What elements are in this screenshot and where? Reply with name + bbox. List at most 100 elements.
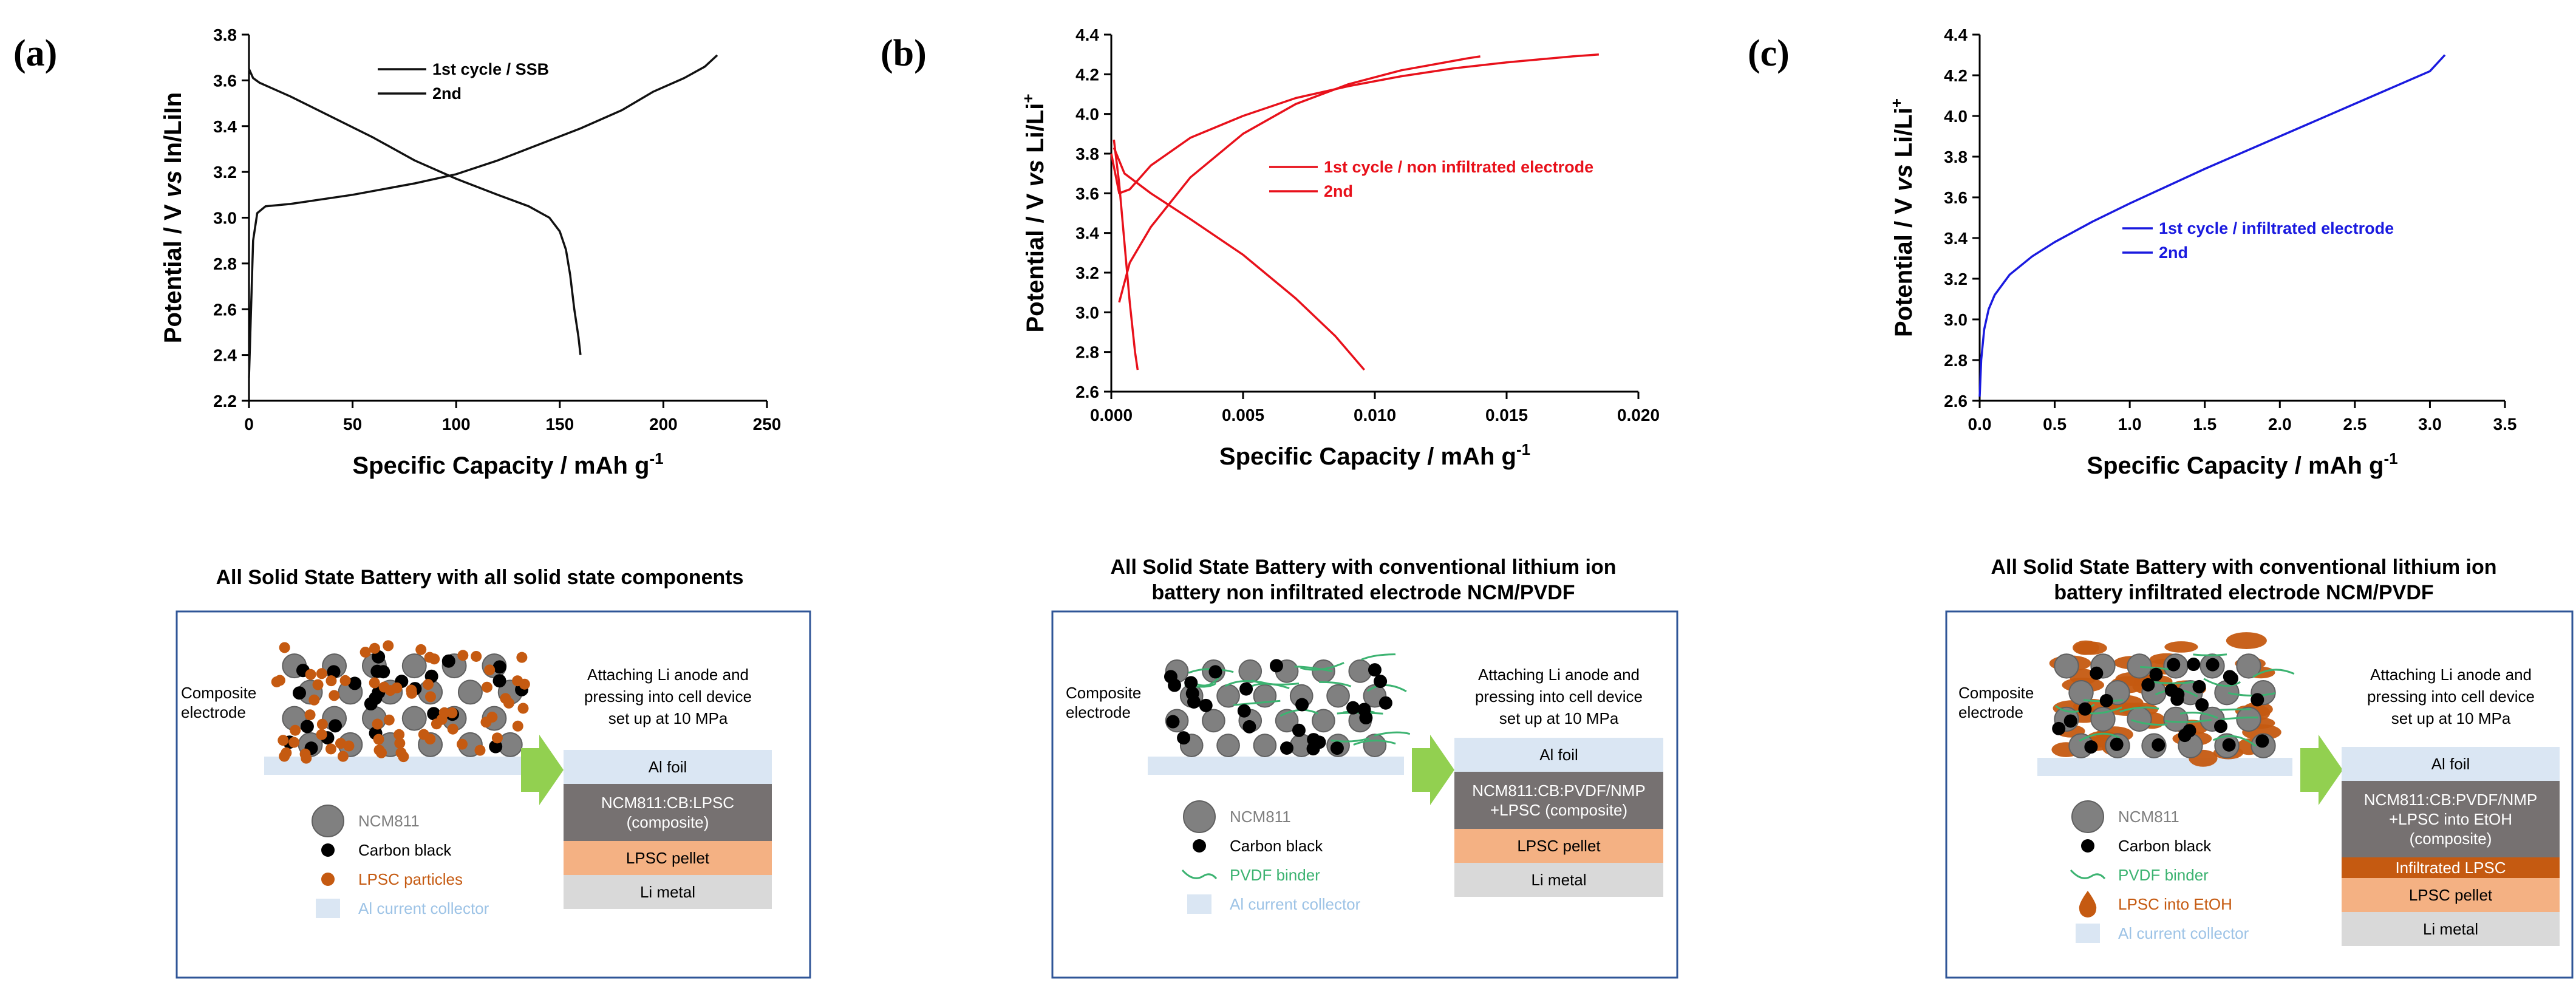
lpsc-particle — [325, 675, 337, 687]
schematic-title: battery non infiltrated electrode NCM/PV… — [1151, 581, 1575, 604]
y-tick-label: 4.4 — [1075, 26, 1099, 44]
stack-layer — [564, 841, 772, 875]
y-axis-title-part: Li/Li — [1890, 107, 1917, 164]
stack-layer — [564, 750, 772, 784]
lpsc-particle — [517, 703, 529, 714]
ncm-particle — [1326, 684, 1350, 708]
y-axis-title-part: Potential / V — [160, 197, 186, 343]
ncm-particle — [2127, 653, 2152, 679]
chart-2: (c) 0.0 0.5 1.0 1.5 2.0 2.5 3.0 3.5 2.6 2.8 3.0 3.2 3… — [1748, 26, 2516, 479]
carbon-black — [1279, 741, 1293, 755]
carbon-black — [2222, 738, 2236, 752]
carbon-black — [2090, 666, 2104, 680]
y-tick-label: 2.4 — [213, 346, 237, 365]
lpsc-infiltrate — [2164, 641, 2198, 653]
carbon-black — [2224, 672, 2238, 686]
x-axis-title-main: Specific Capacity / mAh g — [352, 452, 649, 479]
carbon-black — [2078, 702, 2092, 716]
stack-layer-label: LPSC pellet — [1517, 837, 1601, 855]
carbon-black — [1312, 735, 1326, 749]
x-axis-title-main: Specific Capacity / mAh g — [1219, 443, 1516, 470]
y-axis-title-vs: vs — [160, 171, 186, 198]
series-line-discharge — [248, 68, 582, 355]
lpsc-particle — [290, 724, 301, 736]
lpsc-particle — [471, 650, 482, 662]
stack-layer-label: (composite) — [627, 813, 709, 831]
carbon-black — [2063, 714, 2077, 728]
lpsc-particle — [383, 640, 394, 652]
lpsc-particle — [325, 743, 336, 755]
x-axis-title-sup: -1 — [649, 449, 663, 468]
carbon-black — [1374, 675, 1388, 689]
y-tick-label: 4.0 — [1944, 107, 1968, 126]
stack-layer — [2342, 781, 2560, 857]
carbon-black-icon — [1193, 839, 1206, 853]
al-collector — [1148, 757, 1404, 775]
carbon-black — [489, 740, 503, 754]
carbon-black — [1346, 701, 1360, 715]
pvdf-binder — [1353, 740, 1396, 746]
legend-label: NCM811 — [2118, 808, 2179, 826]
lpsc-infiltrate — [2073, 640, 2099, 655]
carbon-black — [1292, 723, 1306, 737]
lpsc-particle-icon — [321, 873, 335, 886]
ncm-icon — [312, 805, 344, 837]
attach-text: pressing into cell device — [584, 687, 752, 706]
lpsc-particle — [308, 694, 320, 706]
y-tick-label: 2.6 — [1075, 383, 1099, 401]
x-axis-title: Specific Capacity / mAh g-1 — [1219, 440, 1530, 470]
x-tick-label: 0.5 — [2043, 415, 2067, 434]
lpsc-particle — [418, 729, 429, 740]
pvdf-binder — [1251, 679, 1300, 686]
legend-label: Al current collector — [358, 899, 489, 917]
lpsc-particle — [481, 681, 492, 693]
y-tick-label: 3.4 — [213, 117, 237, 136]
ncm-particle — [2127, 706, 2152, 732]
pvdf-binder — [1319, 681, 1352, 687]
lpsc-particle — [500, 693, 511, 704]
lpsc-particle — [394, 737, 406, 749]
ncm-particle — [2054, 653, 2079, 679]
stack-layer-label: LPSC pellet — [2409, 886, 2493, 904]
schematic-title: All Solid State Battery with all solid s… — [216, 566, 743, 589]
lpsc-particle — [447, 723, 458, 735]
carbon-black — [2195, 698, 2209, 712]
x-axis-title-sup: -1 — [1516, 440, 1530, 458]
schematic-title: battery infiltrated electrode NCM/PVDF — [2054, 581, 2433, 604]
stack-layer — [1454, 772, 1663, 829]
y-axis-title: Potential / V vs Li/Li+ — [1019, 94, 1049, 332]
x-tick-label: 0.020 — [1617, 406, 1660, 424]
carbon-black — [492, 674, 506, 688]
x-tick-label: 0.0 — [1968, 415, 1992, 434]
y-tick-label: 2.2 — [213, 392, 237, 410]
series-line-charge-1 — [1110, 53, 1600, 195]
ncm-particle — [1253, 734, 1277, 757]
carbon-black — [2255, 734, 2269, 748]
lpsc-particle — [394, 729, 405, 740]
lpsc-particle — [278, 735, 289, 746]
x-tick-label: 250 — [753, 415, 782, 434]
chart-1: (b) 0.000 0.005 0.010 0.015 0.020 2.6 2.8 3.0 3.2… — [881, 26, 1660, 470]
ncm-particle — [401, 653, 427, 679]
schematic-frame — [1051, 610, 1678, 979]
y-tick-label: 2.8 — [213, 254, 237, 273]
carbon-black — [1330, 741, 1344, 755]
lpsc-particle — [299, 748, 311, 760]
series-line-charge — [1978, 54, 2446, 397]
legend-label: PVDF binder — [1230, 866, 1320, 884]
lpsc-particle — [316, 729, 327, 740]
carbon-black — [1378, 696, 1392, 710]
ncm-icon — [1183, 800, 1216, 833]
pvdf-binder — [2252, 669, 2295, 678]
stack-layer-label: NCM811:CB:PVDF/NMP — [1472, 781, 1646, 800]
pvdf-binder — [2179, 712, 2218, 719]
carbon-black — [1199, 698, 1213, 712]
lpsc-particle — [457, 650, 469, 661]
carbon-black — [1166, 715, 1180, 729]
y-tick-label: 3.2 — [1944, 270, 1968, 288]
green-arrow-icon — [1412, 735, 1454, 805]
schematic-frame — [175, 610, 811, 979]
stack-layer-label: Li metal — [640, 883, 695, 901]
y-tick-label: 3.0 — [213, 209, 237, 228]
